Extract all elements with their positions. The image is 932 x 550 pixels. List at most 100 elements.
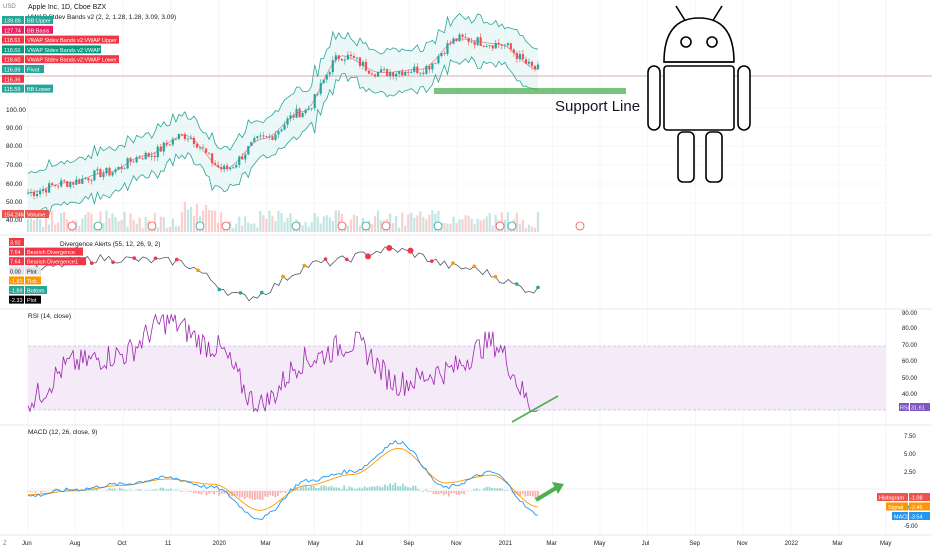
earnings-marker-icon[interactable] bbox=[67, 221, 77, 231]
bands-title: VWAP Stdev Bands v2 (2, 2, 1.28, 1.28, 3… bbox=[28, 14, 176, 21]
macd-histogram-bar bbox=[108, 487, 111, 491]
price-tick: 90.00 bbox=[6, 125, 23, 132]
event-markers[interactable] bbox=[67, 221, 585, 231]
volume-bar bbox=[60, 213, 63, 232]
earnings-marker-icon[interactable] bbox=[221, 221, 231, 231]
divergence-tag-value: -1.81 bbox=[10, 279, 23, 285]
divergence-tag-label: Bearish Divergence1 bbox=[27, 260, 78, 266]
candle-body bbox=[45, 189, 48, 193]
rsi-trend-line[interactable] bbox=[511, 395, 559, 423]
price-axis-ticks: 100.00 90.00 80.00 70.00 60.00 50.00 40.… bbox=[6, 107, 26, 224]
dividend-marker-icon[interactable] bbox=[195, 221, 205, 231]
volume-bar bbox=[470, 218, 473, 232]
macd-histogram-bar bbox=[284, 490, 287, 494]
candle-body bbox=[232, 167, 235, 169]
candle-body bbox=[177, 133, 180, 140]
candle-body bbox=[407, 71, 410, 73]
candle-body bbox=[214, 163, 217, 166]
macd-histogram-bar bbox=[113, 488, 116, 491]
volume-bar bbox=[431, 210, 434, 232]
candle-body bbox=[87, 178, 90, 181]
volume-bar bbox=[277, 210, 280, 232]
macd-histogram-bar bbox=[279, 490, 282, 494]
price-panel[interactable]: USD Apple Inc, 1D, Cboe BZX VWAP Stdev B… bbox=[0, 4, 932, 232]
macd-histogram-bar bbox=[264, 490, 267, 497]
timezone-icon[interactable]: Z bbox=[3, 541, 7, 547]
volume-bar bbox=[413, 217, 416, 232]
macd-histogram-bar bbox=[422, 490, 425, 492]
divergence-dot bbox=[259, 290, 264, 295]
macd-histogram-bar bbox=[455, 490, 458, 495]
macd-histogram-bar bbox=[302, 485, 305, 491]
macd-histogram-bar bbox=[159, 487, 162, 491]
earnings-marker-icon[interactable] bbox=[337, 221, 347, 231]
price-tag-value: 115.59 bbox=[4, 87, 20, 93]
macd-histogram-bar bbox=[394, 482, 397, 491]
candle-body bbox=[370, 73, 374, 75]
volume-bar bbox=[419, 211, 422, 232]
rsi-panel[interactable]: RSI (14, close) 90.00 80.00 70.00 60.00 … bbox=[27, 311, 930, 423]
macd-histogram-bar bbox=[98, 490, 101, 492]
candle-body bbox=[467, 37, 470, 42]
macd-histogram-bar bbox=[335, 487, 338, 491]
earnings-marker-icon[interactable] bbox=[575, 221, 585, 231]
dividend-marker-icon[interactable] bbox=[93, 221, 103, 231]
candle-body bbox=[395, 73, 398, 77]
support-line[interactable] bbox=[434, 88, 626, 94]
macd-histogram-bar bbox=[236, 490, 238, 497]
price-tick: 60.00 bbox=[6, 181, 23, 188]
time-axis[interactable]: Jun Aug Oct 11 2020 Mar May Jul Sep Nov 2021 Mar May… bbox=[22, 541, 891, 547]
volume-bar bbox=[26, 219, 30, 232]
candle-body bbox=[500, 44, 503, 46]
macd-histogram-bar bbox=[233, 490, 236, 496]
candle-body bbox=[476, 37, 479, 45]
volume-bar bbox=[313, 212, 316, 232]
volume-bar bbox=[524, 227, 528, 232]
volume-bar bbox=[66, 219, 69, 232]
volume-bar bbox=[410, 212, 413, 232]
candle-body bbox=[389, 72, 392, 77]
rsi-tag-value: 31.61 bbox=[911, 406, 925, 412]
candle-body bbox=[530, 61, 534, 66]
macd-panel[interactable]: MACD (12, 26, close, 9) 7.50 5.00 2.50 -… bbox=[27, 429, 930, 530]
macd-histogram-bar bbox=[307, 487, 310, 491]
candle-body bbox=[277, 131, 280, 135]
dividend-marker-icon[interactable] bbox=[433, 221, 443, 231]
volume-bar bbox=[379, 220, 383, 232]
dividend-marker-icon[interactable] bbox=[291, 221, 301, 231]
dividend-marker-icon[interactable] bbox=[507, 221, 517, 231]
dividend-marker-icon[interactable] bbox=[361, 221, 371, 231]
earnings-marker-icon[interactable] bbox=[381, 221, 391, 231]
volume-bar bbox=[274, 221, 277, 232]
candle-body bbox=[425, 66, 428, 74]
macd-histogram-bar bbox=[251, 490, 254, 500]
candle-body bbox=[183, 134, 187, 139]
macd-histogram-bar bbox=[407, 486, 409, 491]
volume-bar bbox=[271, 215, 274, 232]
volume-bar bbox=[117, 221, 120, 232]
volume-bar bbox=[428, 214, 431, 232]
macd-histogram-bar bbox=[463, 490, 465, 495]
macd-histogram-bar bbox=[363, 486, 366, 491]
candle-body bbox=[129, 158, 132, 162]
macd-histogram-bar bbox=[310, 485, 312, 491]
time-axis-label: Nov bbox=[451, 541, 462, 547]
rsi-tag: RSI 31.61 bbox=[899, 403, 930, 412]
candle-body bbox=[78, 179, 81, 184]
time-axis-label: Sep bbox=[689, 541, 700, 547]
volume-bar bbox=[346, 225, 349, 232]
candle-body bbox=[458, 34, 461, 42]
macd-arrow-icon[interactable] bbox=[534, 482, 564, 502]
macd-histogram-bar bbox=[172, 490, 175, 492]
candle-body bbox=[262, 135, 265, 137]
candle-body bbox=[244, 154, 247, 160]
earnings-marker-icon[interactable] bbox=[495, 221, 505, 231]
macd-histogram-bar bbox=[146, 490, 149, 491]
earnings-marker-icon[interactable] bbox=[147, 221, 157, 231]
volume-bar bbox=[120, 219, 123, 232]
divergence-panel[interactable]: Divergence Alerts (55, 12, 26, 9, 2) 3.9… bbox=[9, 238, 540, 304]
volume-bar bbox=[518, 223, 521, 232]
macd-histogram-bar bbox=[116, 490, 119, 492]
price-tags: 139.89 BB:Upper 127.74 BB:Basis 118.61 VWAP S… bbox=[2, 16, 119, 93]
